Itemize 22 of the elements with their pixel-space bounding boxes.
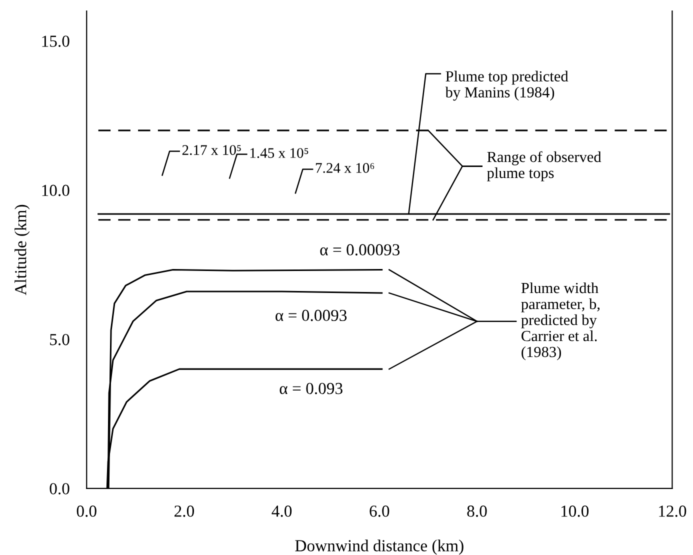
series-label: α = 0.00093: [320, 244, 400, 256]
x-tick-label: 4.0: [272, 506, 292, 517]
ref-line-label: Range of observed plume tops: [487, 151, 602, 182]
y-tick-label: 10.0: [42, 184, 70, 196]
y-tick-label: 5.0: [50, 334, 70, 346]
x-tick-label: 10.0: [561, 506, 589, 517]
x-tick-label: 8.0: [467, 506, 487, 517]
y-tick-label: 15.0: [42, 36, 70, 47]
y-axis-title: Altitude (km): [14, 204, 30, 296]
series-label: α = 0.0093: [276, 310, 347, 322]
x-tick-label: 6.0: [370, 506, 390, 517]
x-tick-label: 2.0: [174, 506, 194, 517]
y-tick-label: 0.0: [50, 483, 70, 494]
annotation: 2.17 x 10⁵: [182, 145, 241, 156]
series-label: α = 0.093: [280, 382, 342, 394]
ref-line-label: Plume top predicted by Manins (1984): [445, 70, 568, 101]
x-tick-label: 0.0: [76, 506, 96, 517]
x-tick-label: 12.0: [659, 506, 686, 517]
annotation: Plume width parameter, b, predicted by Carrier et al. (1983): [521, 282, 600, 360]
x-axis-title: Downwind distance (km): [295, 540, 464, 555]
annotation: 7.24 x 10⁶: [316, 163, 374, 173]
annotation: 1.45 x 10⁵: [250, 148, 308, 158]
